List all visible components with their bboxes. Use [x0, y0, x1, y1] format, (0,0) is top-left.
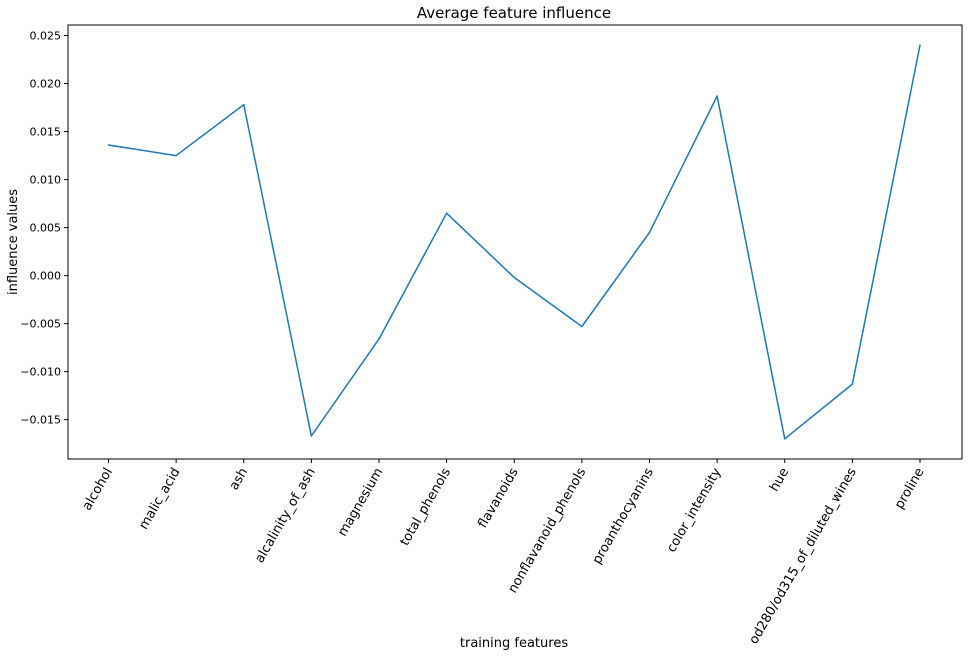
data-point — [919, 44, 921, 46]
y-tick-label: 0.025 — [30, 30, 62, 43]
y-tick-label: 0.015 — [30, 126, 62, 139]
data-point — [445, 212, 448, 214]
y-tick-label: 0.000 — [30, 270, 62, 283]
data-point — [242, 103, 245, 106]
data-point — [581, 325, 583, 328]
y-axis-label: influence values — [6, 189, 21, 295]
y-tick-label: −0.015 — [20, 414, 61, 427]
plot-frame — [67, 24, 963, 460]
y-tick-label: 0.020 — [30, 78, 62, 91]
data-point — [107, 144, 110, 146]
y-tick-label: −0.005 — [20, 318, 61, 331]
data-point — [783, 438, 786, 440]
data-point — [716, 95, 718, 97]
data-point — [851, 383, 854, 385]
y-tick-label: −0.010 — [20, 366, 61, 379]
chart-title: Average feature influence — [417, 4, 611, 22]
data-point — [175, 154, 177, 157]
y-tick-label: 0.005 — [30, 222, 62, 235]
data-point — [310, 435, 313, 437]
data-point — [378, 338, 380, 340]
data-point — [648, 231, 651, 234]
y-tick-label: 0.010 — [30, 174, 62, 187]
data-point — [513, 276, 516, 279]
x-axis-label: training features — [460, 636, 568, 651]
